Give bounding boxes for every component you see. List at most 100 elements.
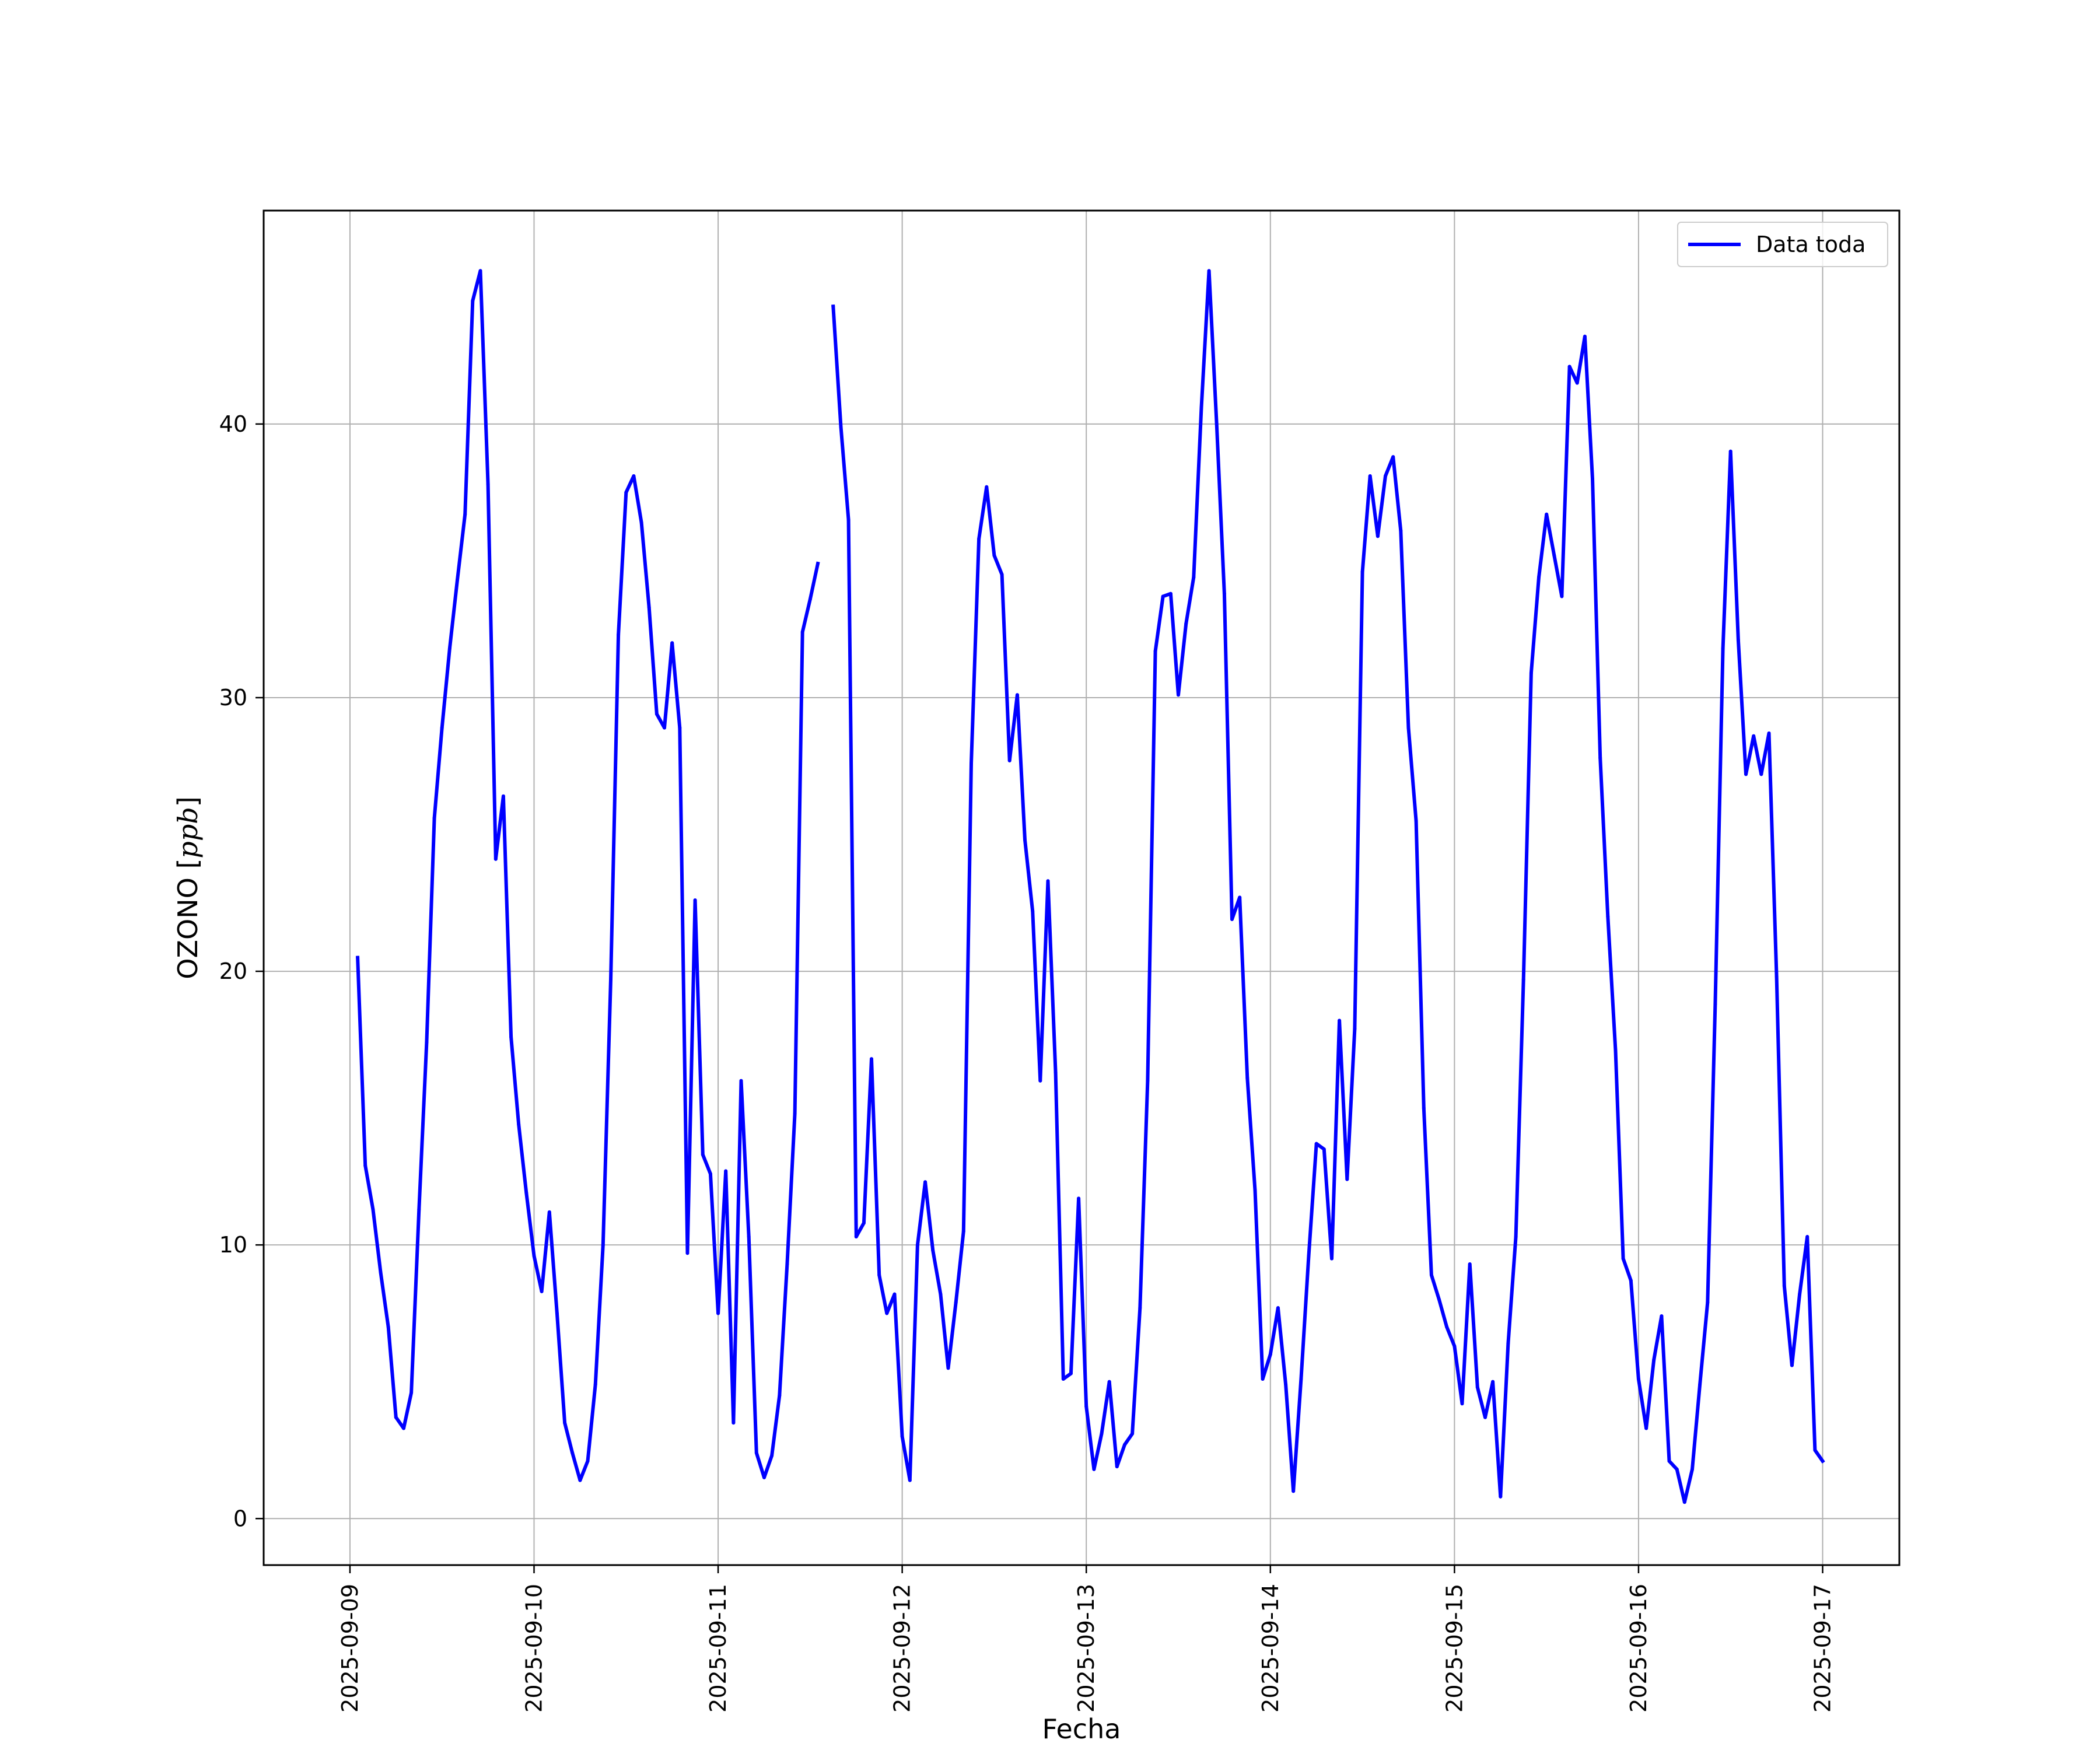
data-point xyxy=(1107,1380,1111,1384)
data-point xyxy=(1406,726,1410,730)
data-point xyxy=(563,1421,567,1425)
data-point xyxy=(1774,975,1779,979)
data-point xyxy=(1614,1049,1618,1053)
data-point xyxy=(1261,1377,1265,1381)
x-tick-label: 2025-09-15 xyxy=(1441,1584,1467,1713)
data-point xyxy=(1452,1344,1457,1348)
data-point xyxy=(1299,1377,1303,1381)
data-point xyxy=(800,630,804,634)
data-point xyxy=(1813,1448,1817,1452)
data-point xyxy=(1460,1402,1464,1406)
data-point xyxy=(1636,1377,1640,1381)
data-point xyxy=(1690,1467,1694,1471)
data-point xyxy=(402,1426,405,1430)
data-point xyxy=(1360,570,1364,574)
data-point xyxy=(410,1391,414,1395)
data-point xyxy=(1015,693,1019,697)
x-tick-label: 2025-09-09 xyxy=(337,1584,363,1713)
data-point xyxy=(778,1394,782,1398)
plot-area-frame xyxy=(262,209,1901,1566)
data-point xyxy=(1706,1300,1710,1304)
series-data-toda xyxy=(355,269,1825,1504)
data-point xyxy=(992,554,996,558)
data-point xyxy=(1567,365,1572,369)
data-point xyxy=(1330,1256,1334,1261)
x-tick-label: 2025-09-13 xyxy=(1073,1584,1099,1713)
data-point xyxy=(1391,455,1395,459)
y-axis-label-close: ] xyxy=(172,796,204,807)
data-point xyxy=(1575,381,1579,385)
data-point xyxy=(1245,1076,1250,1080)
data-point xyxy=(1322,1147,1326,1151)
y-tick-label: 40 xyxy=(219,411,247,437)
data-point xyxy=(1468,1262,1472,1266)
data-point xyxy=(1031,909,1035,913)
data-point xyxy=(440,726,444,730)
data-point xyxy=(808,597,812,601)
data-point xyxy=(1445,1325,1449,1329)
data-point xyxy=(785,1262,789,1266)
data-point xyxy=(931,1248,935,1252)
data-point xyxy=(1138,1306,1142,1310)
data-point xyxy=(1146,1079,1150,1083)
data-point xyxy=(908,1478,912,1482)
data-point xyxy=(954,1300,958,1304)
data-point xyxy=(647,606,651,610)
data-point xyxy=(1238,895,1242,900)
data-point xyxy=(1046,879,1050,883)
data-point xyxy=(1276,1306,1280,1310)
data-point xyxy=(900,1434,904,1438)
x-tick-label: 2025-09-14 xyxy=(1258,1584,1283,1713)
data-point xyxy=(1414,819,1418,823)
y-axis-label-main: OZONO [ xyxy=(172,859,204,979)
y-axis-label: OZONO [ppb] xyxy=(172,796,204,979)
data-point xyxy=(961,1229,965,1233)
data-point xyxy=(379,1270,383,1275)
data-point xyxy=(632,474,636,478)
data-point xyxy=(1667,1459,1671,1463)
data-point xyxy=(1069,1371,1073,1376)
data-point xyxy=(425,1041,429,1044)
data-point xyxy=(663,726,666,730)
data-point xyxy=(1583,334,1587,338)
data-point xyxy=(1292,1489,1296,1493)
data-point xyxy=(678,726,682,730)
data-point xyxy=(654,712,659,716)
data-point xyxy=(1790,1363,1794,1367)
y-tick-label: 20 xyxy=(219,958,247,984)
data-point xyxy=(739,1079,743,1083)
data-point xyxy=(524,1191,528,1195)
data-point xyxy=(1092,1467,1096,1471)
data-point xyxy=(1177,693,1180,697)
data-point xyxy=(1744,772,1748,776)
data-point xyxy=(1537,575,1541,579)
data-point xyxy=(1660,1314,1664,1318)
data-point xyxy=(724,1169,728,1173)
data-point xyxy=(639,520,643,524)
data-point xyxy=(816,562,820,566)
series-line-segment xyxy=(831,269,1825,1504)
y-axis-ticks: 0 10 20 30 40 xyxy=(219,411,264,1531)
data-point xyxy=(532,1254,536,1258)
data-point xyxy=(432,816,436,820)
data-point xyxy=(1253,1188,1257,1192)
data-point xyxy=(1222,592,1226,596)
data-point xyxy=(517,1122,521,1126)
x-tick-label: 2025-09-12 xyxy=(890,1584,915,1713)
data-point xyxy=(1061,1377,1065,1381)
data-point xyxy=(547,1210,551,1214)
data-point xyxy=(716,1311,720,1315)
data-point xyxy=(1506,1342,1510,1345)
data-point xyxy=(494,857,498,861)
data-point xyxy=(1284,1382,1288,1387)
x-tick-label: 2025-09-10 xyxy=(521,1584,547,1713)
data-point xyxy=(1376,534,1380,538)
data-point xyxy=(586,1459,590,1463)
data-point xyxy=(1214,422,1219,426)
data-point xyxy=(1606,915,1610,919)
data-point xyxy=(1491,1380,1495,1384)
x-tick-label: 2025-09-16 xyxy=(1626,1584,1651,1713)
legend-label: Data toda xyxy=(1756,232,1866,257)
data-point xyxy=(1353,1027,1357,1031)
